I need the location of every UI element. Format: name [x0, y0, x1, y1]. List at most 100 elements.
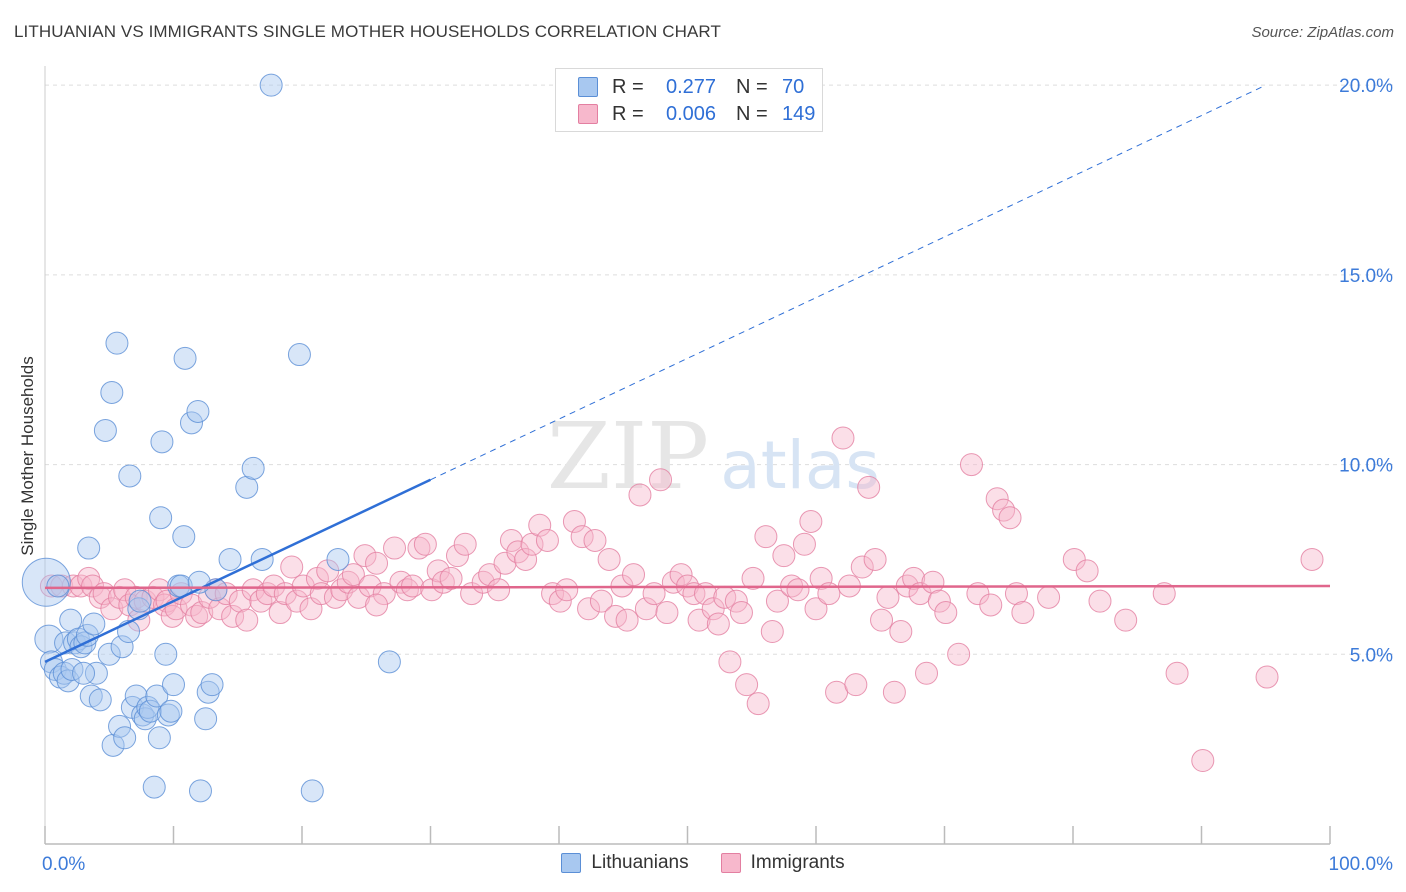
lithuanians-point: [34, 624, 64, 654]
immigrants-point: [615, 608, 639, 632]
legend-n-value: 70: [782, 75, 805, 98]
lithuanians-point: [159, 699, 183, 723]
immigrants-point: [746, 692, 770, 716]
lithuanians-point: [82, 612, 106, 636]
y-tick-labels: 5.0% 10.0% 15.0% 20.0%: [1339, 76, 1393, 666]
lithuanians-point: [117, 620, 141, 644]
immigrants-point: [979, 593, 1003, 617]
lithuanians-point: [145, 684, 169, 708]
lithuanians-point: [150, 430, 174, 454]
immigrants-point: [915, 661, 939, 685]
x-tick-label-max: 100.0%: [1329, 854, 1394, 875]
lithuanians-point: [172, 525, 196, 549]
immigrants-point: [1191, 749, 1215, 773]
lithuanians-point: [108, 714, 132, 738]
immigrants-point: [570, 525, 594, 549]
immigrants-point: [966, 582, 990, 606]
immigrants-point: [889, 620, 913, 644]
lithuanians-point: [128, 589, 152, 613]
immigrants-point: [831, 426, 855, 450]
lithuanians-point: [326, 547, 350, 571]
lithuanians-point: [138, 699, 162, 723]
immigrants-point: [577, 597, 601, 621]
immigrants-point: [1114, 608, 1138, 632]
immigrants-point: [100, 597, 124, 621]
immigrants-point: [655, 601, 679, 625]
immigrants-point: [724, 589, 748, 613]
immigrants-point: [341, 563, 365, 587]
y-tick-label: 20.0%: [1339, 76, 1393, 97]
lithuanians-point: [77, 536, 101, 560]
lithuanians-point: [147, 726, 171, 750]
legend-n-label: N =: [736, 102, 768, 125]
legend-row-lithuanians: R = 0.277 N = 70: [578, 74, 804, 100]
immigrants-point: [235, 608, 259, 632]
lithuanians-point: [194, 707, 218, 731]
lithuanians-point: [259, 73, 283, 97]
immigrants-point: [1062, 547, 1086, 571]
immigrants-point: [365, 551, 389, 575]
axes: [44, 66, 1331, 845]
lithuanians-point: [105, 331, 129, 355]
immigrants-point: [562, 510, 586, 533]
lithuanians-point: [21, 557, 71, 607]
lithuanians-point: [100, 381, 124, 404]
immigrants-point: [863, 547, 887, 571]
immigrants-point: [985, 487, 1009, 511]
immigrants-point: [741, 566, 765, 590]
trend-lines: [44, 84, 1331, 664]
immigrants-point: [1152, 582, 1176, 606]
immigrants-point: [817, 582, 841, 606]
immigrants-trend-line: [44, 584, 1331, 590]
lithuanians-point: [287, 343, 311, 367]
immigrants-point: [420, 578, 444, 602]
lithuanians-point: [179, 411, 203, 435]
immigrants-point: [445, 544, 469, 568]
series-legend-immigrants[interactable]: Immigrants: [720, 852, 845, 874]
immigrants-point: [493, 551, 517, 575]
lithuanians-trend-line: [44, 478, 432, 664]
x-tick-label-min: 0.0%: [42, 854, 85, 875]
immigrants-point: [365, 593, 389, 617]
legend-r-value: 0.006: [666, 102, 717, 125]
immigrants-point: [478, 563, 502, 587]
correlation-legend: R = 0.277 N = 70 R = 0.006 N = 149: [555, 68, 823, 132]
lithuanians-point: [118, 464, 142, 488]
immigrants-point: [804, 597, 828, 621]
legend-row-immigrants: R = 0.006 N = 149: [578, 101, 815, 127]
immigrants-point: [809, 566, 833, 590]
immigrants-point: [1004, 582, 1028, 606]
immigrants-point: [262, 574, 286, 598]
lithuanians-point: [241, 456, 265, 480]
immigrants-point: [844, 673, 868, 697]
series-label-lithuanians: Lithuanians: [591, 852, 689, 873]
watermark-zip: ZIP: [547, 403, 709, 510]
series-label-immigrants: Immigrants: [750, 852, 845, 873]
immigrants-point: [413, 532, 437, 556]
immigrants-point: [754, 525, 778, 549]
legend-r-label: R =: [612, 102, 644, 125]
x-tick-labels: 0.0% 100.0%: [42, 854, 1393, 875]
lithuanians-point: [377, 650, 401, 674]
source-label: Source: ZipAtlas.com: [1251, 24, 1394, 41]
immigrants-point: [772, 544, 796, 568]
immigrants-point: [649, 468, 673, 492]
immigrants-point: [597, 547, 621, 571]
immigrants-point: [792, 532, 816, 556]
immigrants-point: [528, 513, 552, 537]
immigrants-point: [77, 566, 101, 590]
immigrants-point: [439, 566, 463, 590]
watermark: ZIP atlas: [547, 403, 880, 510]
series-legend-lithuanians[interactable]: Lithuanians: [561, 852, 689, 874]
immigrants-point: [876, 585, 900, 609]
immigrants-point: [799, 510, 823, 533]
lithuanians-trend-extension: [430, 84, 1266, 481]
immigrants-point: [249, 589, 273, 613]
lithuanians-points: [21, 73, 401, 803]
immigrants-point: [1300, 547, 1324, 571]
immigrants-point: [208, 597, 232, 621]
immigrants-point: [453, 532, 477, 556]
chart-title: LITHUANIAN VS IMMIGRANTS SINGLE MOTHER H…: [14, 22, 721, 41]
immigrants-point: [687, 608, 711, 632]
immigrants-point: [285, 589, 309, 613]
